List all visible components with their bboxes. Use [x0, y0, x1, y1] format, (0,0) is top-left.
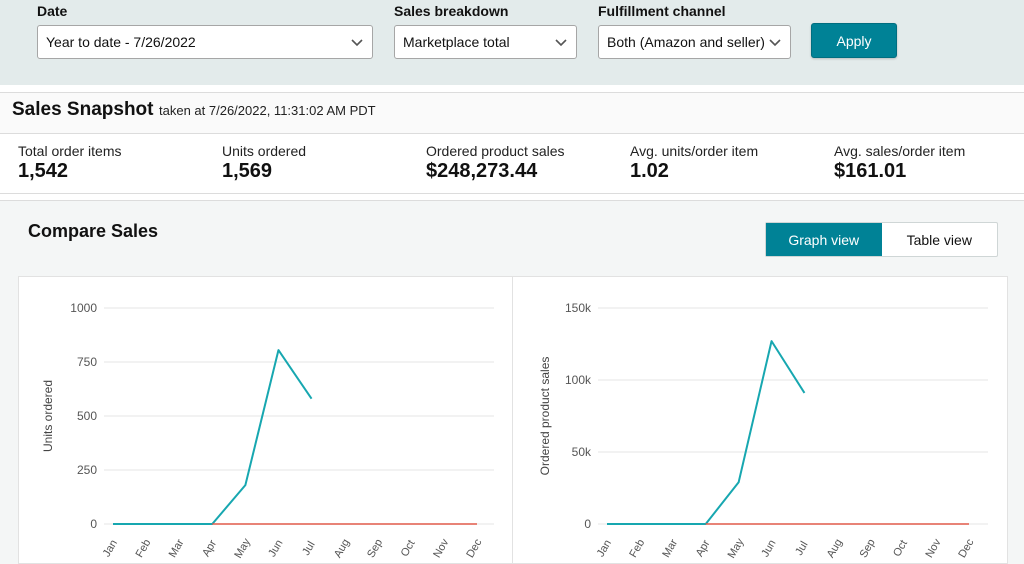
x-tick-label: Nov	[923, 537, 943, 560]
metric-value: 1,569	[222, 160, 273, 182]
x-tick-label: Jun	[266, 538, 285, 559]
x-tick-label: Apr	[694, 538, 713, 559]
metric-label: Avg. sales/order item	[834, 143, 966, 159]
x-tick-label: Dec	[956, 537, 976, 560]
metric-total-order-items: Total order items 1,542	[18, 143, 121, 183]
metric-label: Units ordered	[222, 143, 307, 159]
sales-snapshot-header: Sales Snapshot taken at 7/26/2022, 11:31…	[0, 92, 1024, 134]
x-tick-label: Sep	[365, 537, 385, 560]
y-tick-label: 750	[77, 355, 97, 369]
y-tick-label: 0	[584, 517, 591, 531]
series-line-current	[607, 340, 806, 525]
ordered-product-sales-chart: 0 50k 100k 150k Ordered product sales Jan Feb M…	[538, 301, 988, 560]
metric-value: $248,273.44	[426, 160, 538, 182]
x-tick-label: Jan	[595, 538, 614, 559]
metric-value: 1,542	[18, 160, 69, 182]
y-tick-label: 250	[77, 463, 97, 477]
x-tick-label: Mar	[167, 537, 187, 560]
view-toggle: Graph view Table view	[765, 222, 998, 257]
metric-label: Total order items	[18, 143, 122, 159]
breakdown-filter-label: Sales breakdown	[394, 3, 509, 19]
x-tick-label: Sep	[858, 537, 878, 560]
metric-avg-units-per-order-item: Avg. units/order item 1.02	[630, 143, 758, 183]
date-range-value: Year to date - 7/26/2022	[46, 34, 196, 50]
x-tick-label: Feb	[627, 537, 647, 559]
x-tick-label: Aug	[825, 537, 845, 560]
x-tick-label: Jun	[759, 538, 778, 559]
y-axis-label: Units ordered	[41, 380, 55, 452]
x-tick-label: Jul	[793, 539, 810, 557]
y-tick-label: 1000	[70, 301, 97, 315]
metric-avg-sales-per-order-item: Avg. sales/order item $161.01	[834, 143, 965, 183]
chevron-down-icon	[555, 39, 567, 47]
table-view-button[interactable]: Table view	[906, 231, 972, 248]
y-axis-label: Ordered product sales	[538, 357, 552, 476]
x-tick-label: Jan	[101, 538, 120, 559]
metric-units-ordered: Units ordered 1,569	[222, 143, 306, 183]
x-tick-label: Oct	[399, 538, 418, 559]
x-tick-label: Aug	[332, 537, 352, 560]
metric-value: 1.02	[630, 160, 669, 182]
units-ordered-chart: 0 250 500 750 1000 Units ordered Jan Feb Mar Apr M…	[41, 301, 494, 560]
series-line-current	[113, 349, 313, 525]
snapshot-timestamp: taken at 7/26/2022, 11:31:02 AM PDT	[159, 103, 376, 118]
sales-breakdown-value: Marketplace total	[403, 34, 510, 50]
metric-label: Ordered product sales	[426, 143, 565, 159]
sales-snapshot-title: Sales Snapshot	[12, 99, 154, 120]
apply-button[interactable]: Apply	[811, 23, 897, 58]
metric-ordered-product-sales: Ordered product sales $248,273.44	[426, 143, 565, 183]
ordered-product-sales-chart-panel: 0 50k 100k 150k Ordered product sales Jan Feb M…	[512, 276, 1008, 564]
x-tick-label: Nov	[431, 537, 451, 560]
fulfillment-channel-select[interactable]: Both (Amazon and seller)	[598, 25, 791, 59]
x-tick-label: May	[726, 536, 747, 560]
x-tick-label: Dec	[464, 537, 484, 560]
filter-bar: Date Year to date - 7/26/2022 Sales brea…	[0, 0, 1024, 85]
metric-value: $161.01	[834, 160, 907, 182]
x-tick-label: Oct	[891, 538, 910, 559]
y-tick-label: 500	[77, 409, 97, 423]
snapshot-metrics: Total order items 1,542 Units ordered 1,…	[0, 134, 1024, 194]
y-tick-label: 0	[90, 517, 97, 531]
x-tick-label: Mar	[660, 537, 680, 560]
units-ordered-chart-panel: 0 250 500 750 1000 Units ordered Jan Feb Mar Apr M…	[18, 276, 513, 564]
y-tick-label: 50k	[572, 445, 592, 459]
channel-filter-label: Fulfillment channel	[598, 3, 726, 19]
fulfillment-channel-value: Both (Amazon and seller)	[607, 34, 765, 50]
metric-label: Avg. units/order item	[630, 143, 759, 159]
y-tick-label: 100k	[565, 373, 592, 387]
x-tick-label: Apr	[200, 538, 219, 559]
x-tick-label: Jul	[300, 539, 317, 557]
date-range-select[interactable]: Year to date - 7/26/2022	[37, 25, 373, 59]
y-tick-label: 150k	[565, 301, 592, 315]
sales-breakdown-select[interactable]: Marketplace total	[394, 25, 577, 59]
x-tick-label: May	[232, 536, 253, 560]
compare-sales-title: Compare Sales	[28, 221, 159, 241]
x-tick-label: Feb	[134, 537, 154, 559]
chevron-down-icon	[769, 39, 781, 47]
graph-view-button[interactable]: Graph view	[766, 223, 882, 256]
chevron-down-icon	[351, 39, 363, 47]
date-filter-label: Date	[37, 3, 68, 19]
